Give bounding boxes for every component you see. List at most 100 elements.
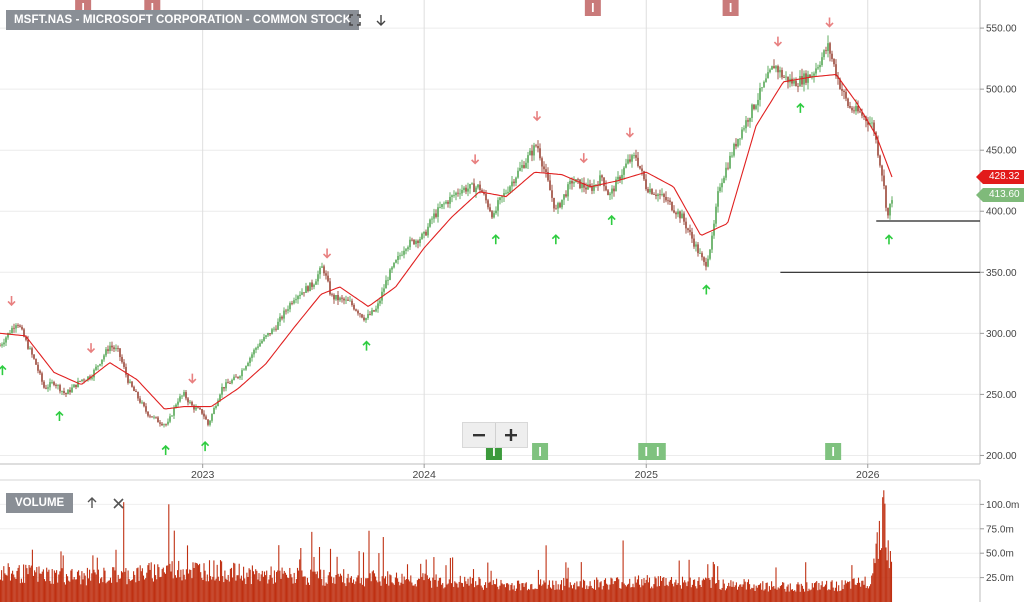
candle-body	[799, 76, 801, 87]
candle-body	[439, 207, 441, 208]
candle-body	[693, 238, 695, 247]
volume-tick-label: 25.0m	[986, 573, 1014, 584]
candle-body	[129, 381, 131, 383]
price-tick-label: 200.00	[986, 451, 1017, 462]
candle-body	[177, 401, 179, 405]
candle-body	[281, 316, 283, 319]
candle-body	[655, 194, 657, 197]
candle-body	[665, 196, 667, 201]
candle-body	[299, 294, 301, 297]
candle-body	[311, 282, 313, 287]
price-tick-label: 250.00	[986, 390, 1017, 401]
close-icon[interactable]	[109, 494, 127, 512]
candle-body	[827, 43, 829, 52]
candle-body	[723, 177, 725, 183]
candle-body	[825, 50, 827, 52]
candle-body	[125, 366, 127, 375]
candle-body	[535, 145, 537, 147]
candle-body	[519, 167, 521, 171]
candle-body	[441, 204, 443, 208]
candle-body	[57, 385, 59, 386]
candle-body	[685, 221, 687, 229]
sell-arrow-icon	[773, 36, 782, 47]
candle-body	[641, 168, 643, 172]
time-axis: 2023 2024 2025 2026	[191, 464, 880, 481]
candle-body	[477, 184, 479, 188]
candle-body	[647, 189, 649, 193]
expand-icon[interactable]	[346, 11, 364, 29]
candle-body	[425, 231, 427, 236]
candle-body	[167, 421, 169, 425]
candle-body	[887, 207, 889, 216]
candle-body	[51, 382, 53, 383]
candle-body	[709, 249, 711, 259]
candle-body	[435, 213, 437, 217]
sell-arrow-icon	[532, 111, 542, 122]
candle-body	[37, 364, 39, 371]
buy-arrow-icon	[201, 441, 210, 452]
candle-body	[97, 365, 99, 367]
candle-body	[873, 122, 875, 133]
candle-body	[347, 299, 349, 301]
candle-body	[375, 308, 377, 312]
candle-body	[165, 424, 167, 426]
buy-arrow-icon	[702, 284, 711, 295]
candle-body	[83, 379, 85, 381]
candle-body	[543, 166, 545, 170]
candle-body	[857, 105, 859, 112]
candle-body	[659, 194, 661, 196]
candle-body	[475, 187, 477, 192]
candle-body	[697, 244, 699, 254]
candle-body	[95, 366, 97, 370]
candle-body	[113, 347, 115, 350]
candle-body	[699, 253, 701, 254]
candle-body	[103, 355, 105, 360]
candle-body	[303, 292, 305, 294]
candle-body	[529, 150, 531, 156]
chart-title[interactable]: MSFT.NAS - MICROSOFT CORPORATION - COMMO…	[6, 10, 360, 30]
candle-body	[711, 235, 713, 250]
candle-body	[759, 88, 761, 100]
candle-body	[47, 387, 49, 389]
candle-body	[257, 346, 259, 348]
candle-body	[437, 207, 439, 217]
candle-body	[831, 53, 833, 59]
candle-body	[17, 325, 19, 326]
price-axis: 550.00 500.00 450.00 400.00 350.00 300.00 250.…	[980, 24, 1017, 462]
candle-body	[797, 86, 799, 88]
volume-tick-label: 100.0m	[986, 500, 1019, 511]
candle-body	[717, 191, 719, 207]
top-event-marker[interactable]	[584, 0, 601, 16]
candle-body	[523, 165, 525, 168]
buy-arrow-icon	[55, 410, 64, 421]
candle-body	[769, 69, 771, 73]
candle-body	[549, 180, 551, 191]
bottom-event-marker[interactable]	[825, 443, 842, 460]
volume-axis: 100.0m 75.0m 50.0m 25.0m	[980, 500, 1019, 584]
candle-body	[513, 181, 515, 184]
top-event-marker[interactable]	[722, 0, 739, 16]
candle-body	[773, 66, 775, 69]
candle-body	[607, 190, 609, 196]
bottom-event-marker[interactable]	[532, 443, 549, 460]
candle-body	[115, 348, 117, 350]
candle-body	[55, 384, 57, 386]
bottom-event-marker[interactable]	[649, 443, 666, 460]
candle-body	[839, 78, 841, 89]
candle-body	[743, 128, 745, 130]
candle-body	[419, 239, 421, 243]
zoom-in-button[interactable]	[494, 423, 528, 447]
candle-body	[601, 175, 603, 178]
candle-body	[261, 340, 263, 344]
candle-body	[195, 407, 197, 410]
zoom-out-button[interactable]	[463, 423, 495, 447]
candle-body	[91, 377, 93, 379]
candle-body	[465, 187, 467, 192]
arrow-up-icon[interactable]	[83, 494, 101, 512]
event-markers[interactable]	[75, 0, 842, 460]
candle-body	[61, 390, 63, 392]
arrow-down-icon[interactable]	[372, 11, 390, 29]
candle-body	[191, 401, 193, 406]
candle-body	[11, 327, 13, 333]
